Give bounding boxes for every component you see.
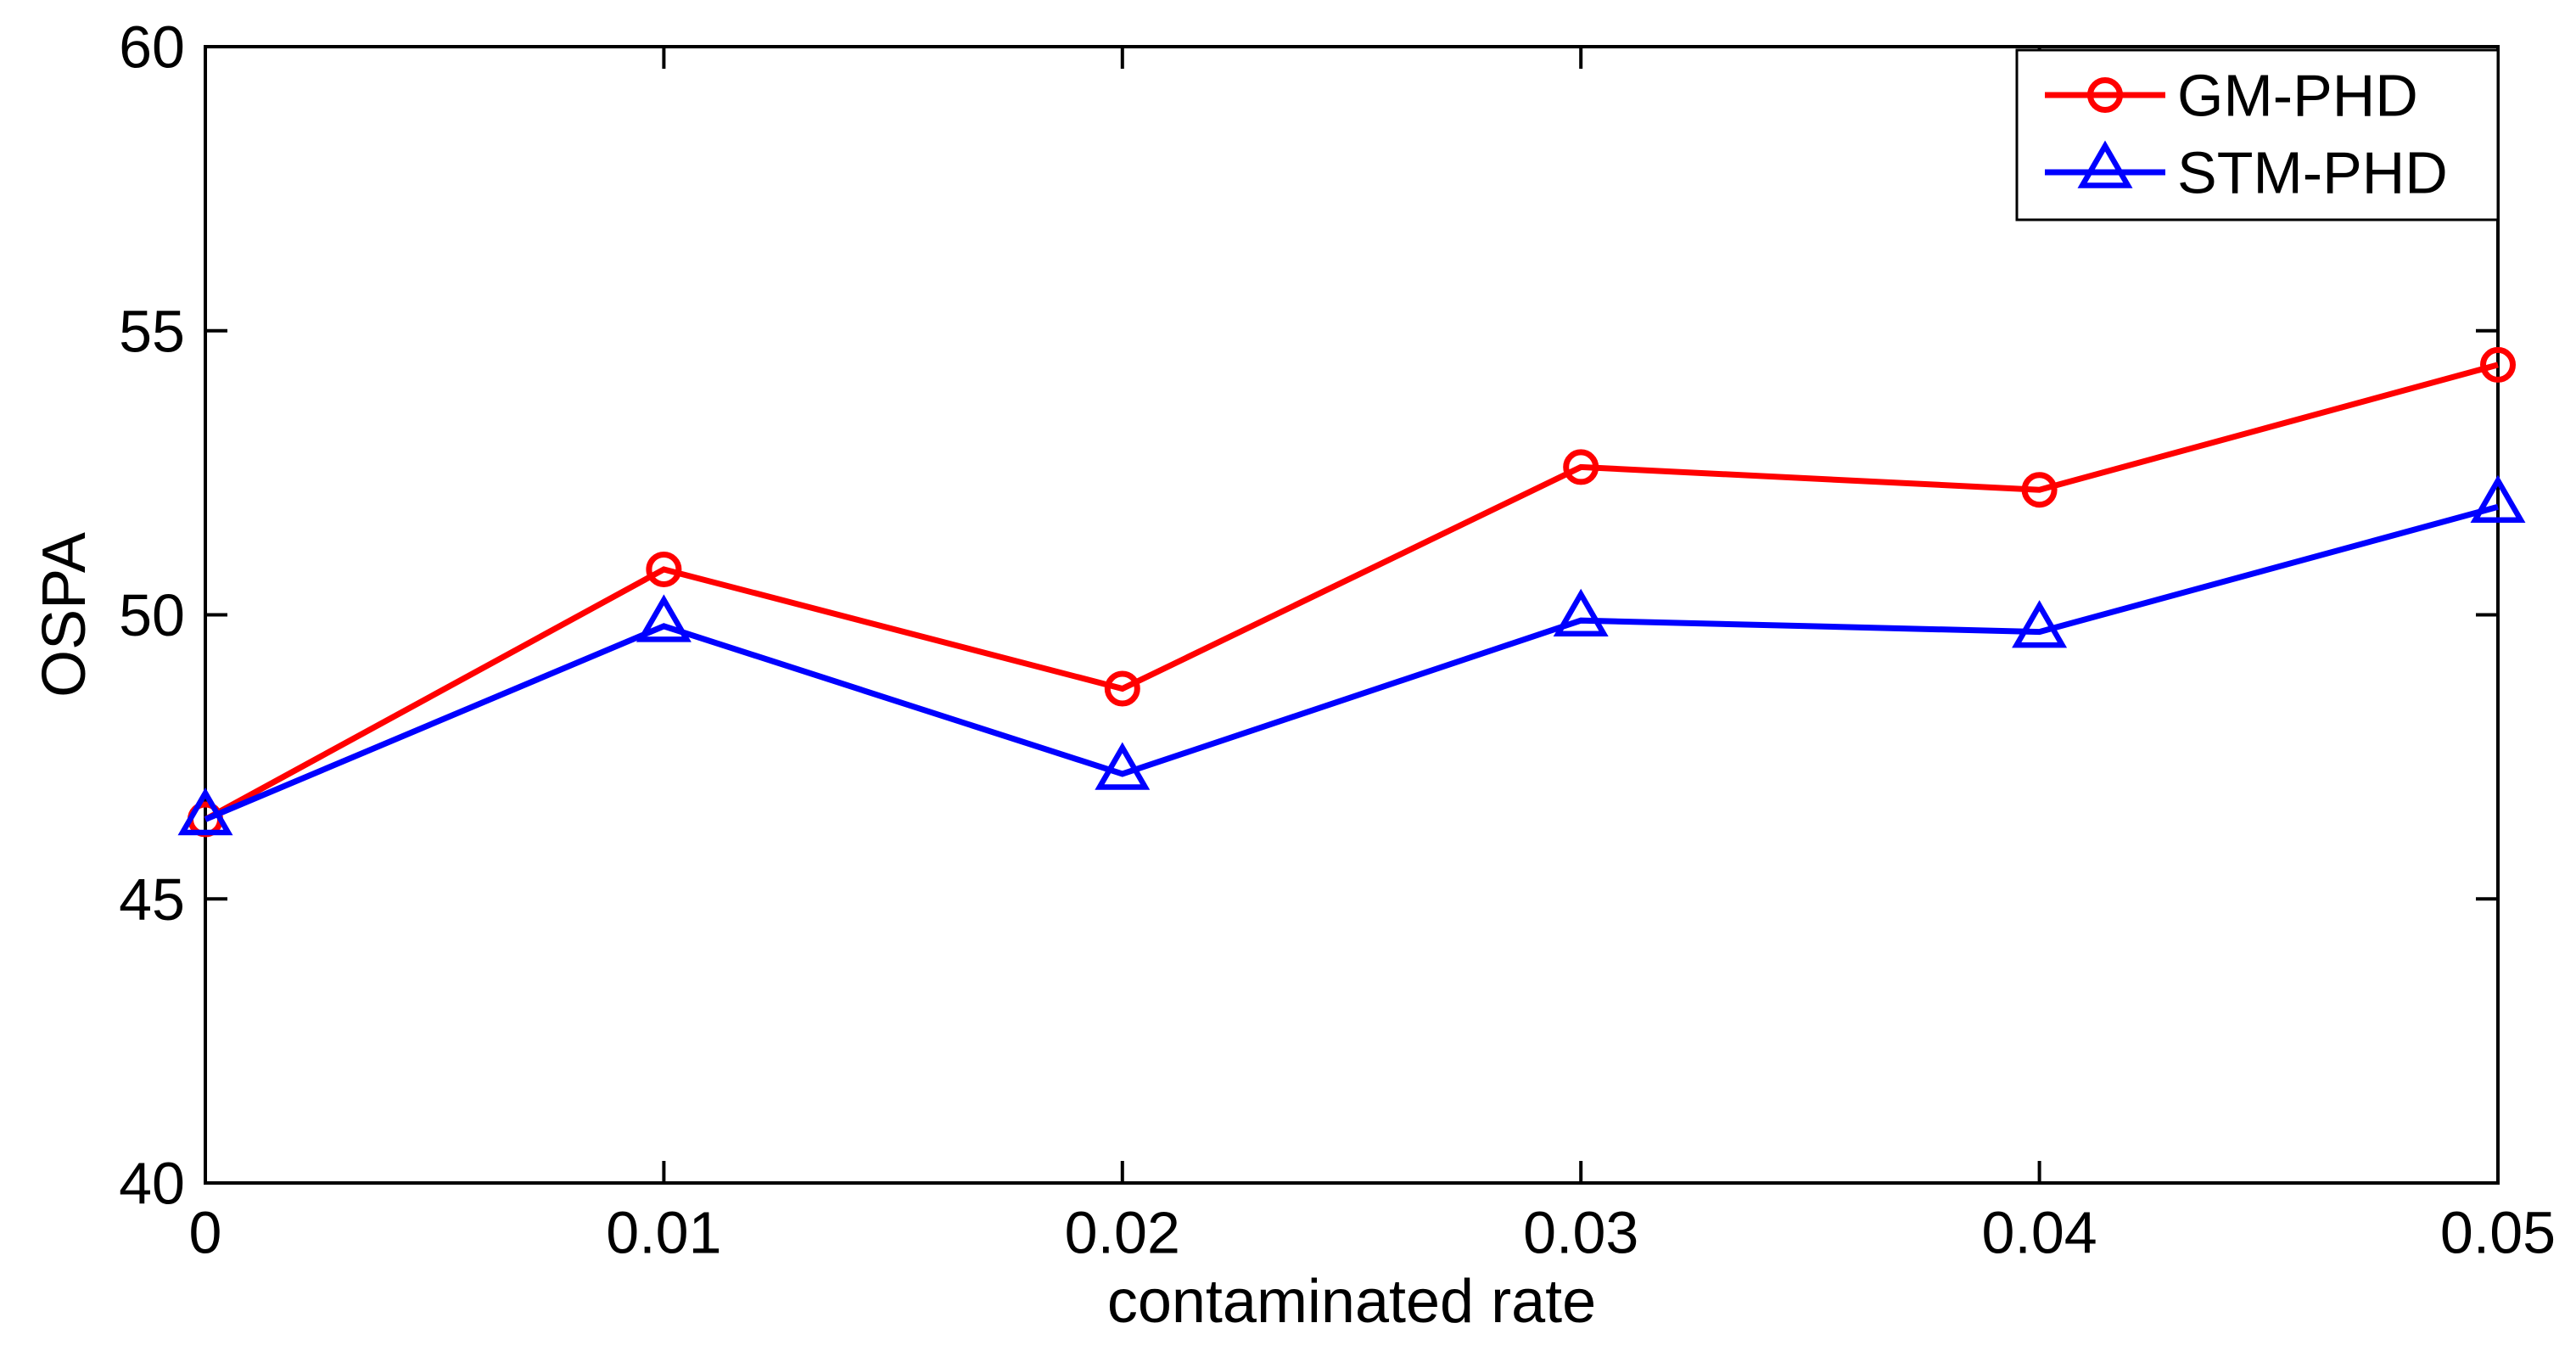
- marker-triangle-stm-phd: [636, 594, 692, 642]
- x-tick-label: 0.01: [606, 1200, 721, 1266]
- y-tick-label: 50: [119, 582, 185, 648]
- x-tick-label: 0.03: [1523, 1200, 1638, 1266]
- series-line-gm-phd: [204, 362, 2499, 822]
- x-axis-label: contaminated rate: [1107, 1268, 1596, 1336]
- y-tick-label: 60: [119, 14, 185, 81]
- marker-triangle-stm-phd: [1095, 742, 1151, 790]
- marker-circle-gm-phd: [1563, 449, 1599, 485]
- marker-triangle-stm-phd: [2012, 600, 2068, 648]
- y-tick-label: 55: [119, 298, 185, 364]
- marker-triangle-stm-phd: [177, 788, 233, 836]
- marker-circle-gm-phd: [1104, 670, 1140, 707]
- series-line-stm-phd: [204, 503, 2499, 822]
- marker-circle-gm-phd: [646, 551, 682, 587]
- y-tick-label: 45: [119, 866, 185, 933]
- series-gm-phd: [188, 346, 2516, 838]
- legend-label: STM-PHD: [2177, 140, 2448, 206]
- marker-triangle-legend-stm-phd: [2077, 140, 2133, 188]
- x-tick-label: 0: [189, 1200, 222, 1266]
- marker-triangle-stm-phd: [1553, 588, 1609, 636]
- plot-area-border: [204, 45, 2500, 1185]
- marker-circle-gm-phd: [2480, 346, 2516, 383]
- x-tick-label: 0.04: [1981, 1200, 2097, 1266]
- legend-label: GM-PHD: [2177, 63, 2418, 129]
- legend-entry-stm-phd: STM-PHD: [2045, 140, 2448, 206]
- marker-triangle-stm-phd: [2470, 474, 2526, 524]
- x-tick-label: 0.05: [2440, 1200, 2556, 1266]
- x-tick-label: 0.02: [1065, 1200, 1180, 1266]
- marker-circle-gm-phd: [2021, 472, 2058, 508]
- legend: GM-PHD STM-PHD: [2015, 48, 2500, 221]
- series-stm-phd: [177, 474, 2526, 836]
- marker-circle-legend-gm-phd: [2087, 77, 2123, 113]
- legend-box: [2015, 48, 2500, 221]
- y-tick-label: 40: [119, 1151, 185, 1217]
- legend-entry-gm-phd: GM-PHD: [2045, 63, 2418, 129]
- y-axis-label: OSPA: [31, 532, 98, 698]
